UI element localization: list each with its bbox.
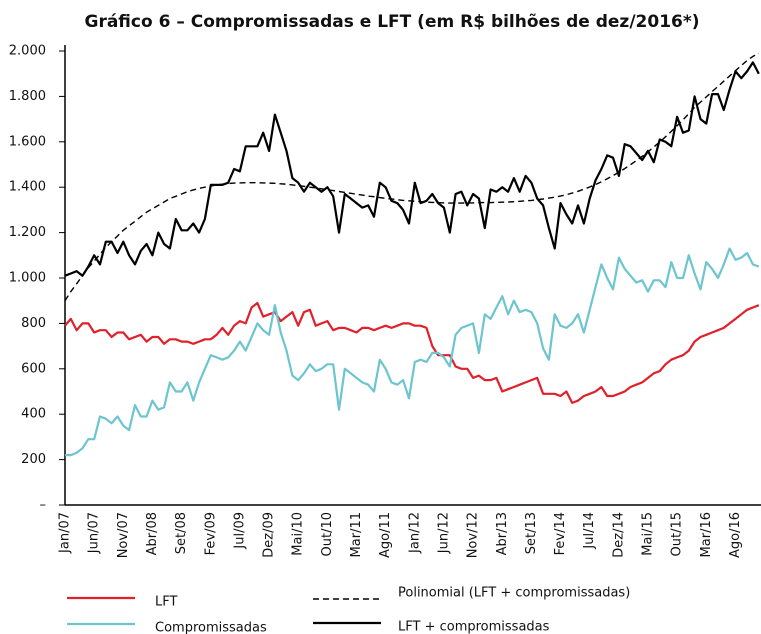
y-tick-label: 1.200 bbox=[9, 225, 46, 240]
chart-title: Gráfico 6 – Compromissadas e LFT (em R$ … bbox=[84, 12, 699, 32]
series-line bbox=[64, 52, 760, 302]
y-tick-label: 600 bbox=[21, 361, 46, 376]
legend-label: LFT + compromissadas bbox=[398, 620, 550, 634]
x-tick-label: Jan/07 bbox=[58, 512, 73, 554]
series-line bbox=[65, 247, 760, 457]
y-tick-label: 400 bbox=[21, 407, 46, 422]
y-tick-label: 1.000 bbox=[9, 271, 46, 286]
y-tick-label: – bbox=[40, 498, 47, 513]
x-tick-label: Ago/16 bbox=[728, 512, 743, 558]
y-tick-label: 1.800 bbox=[9, 89, 46, 104]
y-tick-label: 800 bbox=[21, 316, 46, 331]
x-tick-label: Nov/12 bbox=[466, 512, 481, 558]
x-tick-label: Jan/12 bbox=[407, 512, 422, 554]
x-tick-label: Abr/13 bbox=[495, 512, 510, 555]
x-tick-label: Mai/15 bbox=[641, 512, 656, 556]
legend-label: Compromissadas bbox=[155, 621, 267, 634]
x-tick-label: Fev/09 bbox=[203, 512, 218, 555]
x-tick-label: Mar/11 bbox=[349, 512, 364, 557]
x-tick-label: Abr/08 bbox=[145, 512, 160, 555]
x-tick-label: Jul/14 bbox=[582, 512, 597, 550]
x-tick-label: Ago/11 bbox=[378, 512, 393, 558]
y-tick-label: 2.000 bbox=[9, 44, 46, 59]
x-tick-label: Dez/09 bbox=[262, 512, 277, 558]
x-tick-label: Out/10 bbox=[320, 512, 335, 557]
x-tick-label: Jul/09 bbox=[232, 512, 247, 550]
series-line bbox=[64, 301, 760, 404]
y-tick-label: 1.400 bbox=[9, 180, 46, 195]
x-tick-label: Jun/12 bbox=[436, 512, 451, 554]
x-tick-label: Nov/07 bbox=[116, 512, 131, 558]
series-line bbox=[64, 61, 760, 277]
x-tick-label: Out/15 bbox=[670, 512, 685, 557]
x-tick-label: Dez/14 bbox=[611, 512, 626, 558]
y-tick-label: 1.600 bbox=[9, 134, 46, 149]
x-tick-label: Fev/14 bbox=[553, 512, 568, 555]
x-tick-label: Mai/10 bbox=[291, 512, 306, 556]
y-tick-label: 200 bbox=[21, 452, 46, 467]
legend-label: Polinomial (LFT + compromissadas) bbox=[398, 586, 630, 601]
x-tick-label: Mar/16 bbox=[699, 512, 714, 557]
x-tick-label: Set/08 bbox=[174, 512, 189, 554]
x-tick-label: Set/13 bbox=[524, 512, 539, 554]
legend-label: LFT bbox=[155, 595, 177, 610]
x-tick-label: Jun/07 bbox=[87, 512, 102, 554]
